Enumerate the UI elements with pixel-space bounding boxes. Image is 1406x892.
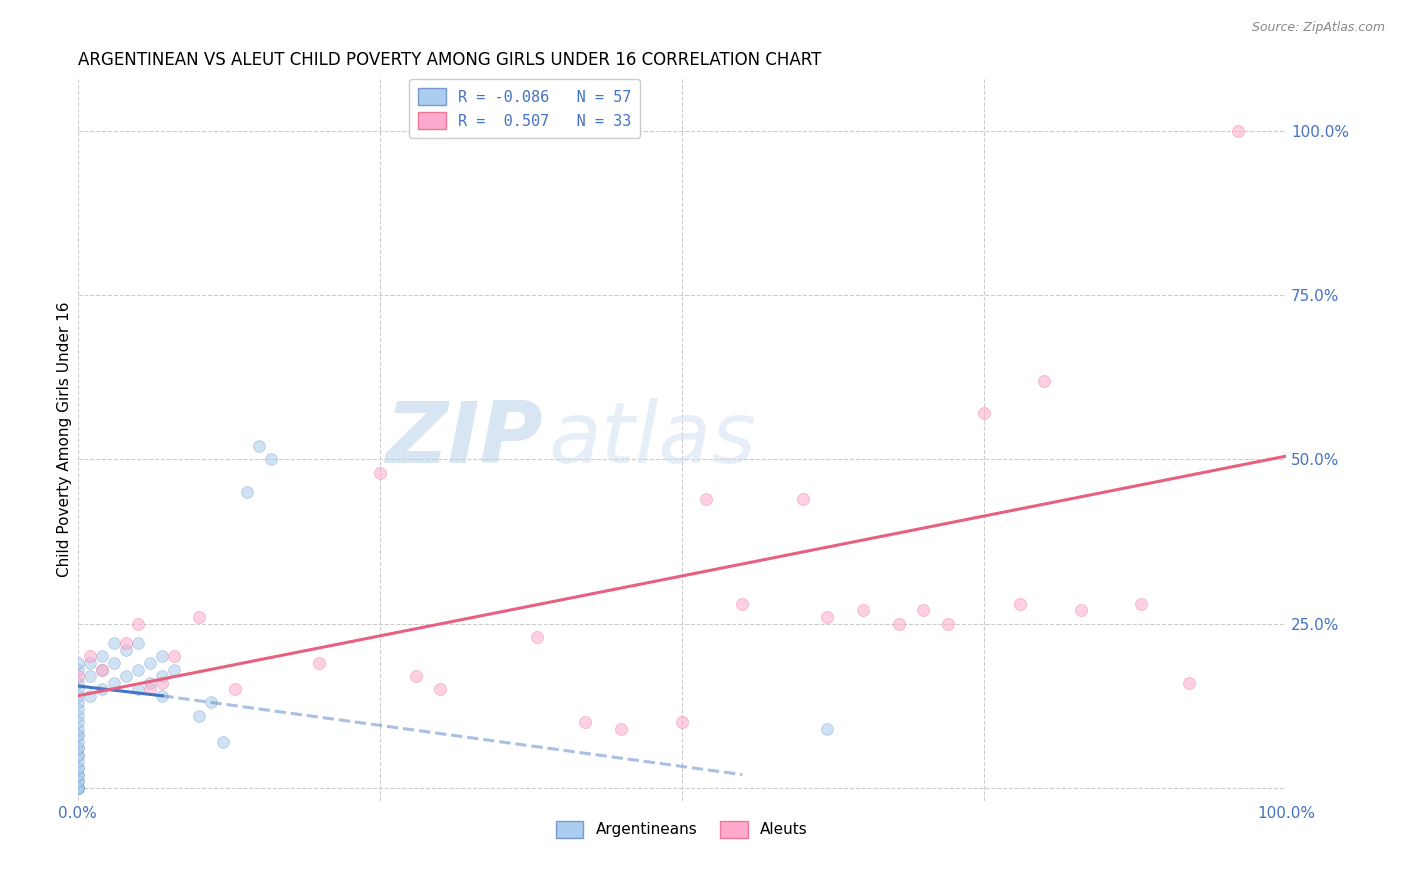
Point — [66, 761, 89, 775]
Point — [66, 656, 89, 670]
Point — [66, 761, 89, 775]
Point — [66, 747, 89, 762]
Point — [731, 597, 754, 611]
Point — [66, 735, 89, 749]
Point — [236, 485, 259, 500]
Point — [574, 715, 596, 730]
Point — [1010, 597, 1032, 611]
Point — [66, 747, 89, 762]
Point — [1226, 124, 1249, 138]
Point — [815, 722, 838, 736]
Point — [79, 689, 101, 703]
Point — [90, 663, 112, 677]
Point — [260, 452, 283, 467]
Point — [308, 656, 330, 670]
Point — [127, 663, 149, 677]
Point — [127, 616, 149, 631]
Text: ARGENTINEAN VS ALEUT CHILD POVERTY AMONG GIRLS UNDER 16 CORRELATION CHART: ARGENTINEAN VS ALEUT CHILD POVERTY AMONG… — [77, 51, 821, 69]
Point — [115, 669, 138, 683]
Y-axis label: Child Poverty Among Girls Under 16: Child Poverty Among Girls Under 16 — [58, 302, 72, 577]
Point — [936, 616, 959, 631]
Point — [150, 669, 173, 683]
Point — [973, 407, 995, 421]
Point — [66, 780, 89, 795]
Point — [127, 682, 149, 697]
Point — [66, 669, 89, 683]
Point — [1178, 675, 1201, 690]
Point — [139, 675, 162, 690]
Point — [1130, 597, 1153, 611]
Point — [66, 767, 89, 781]
Point — [90, 649, 112, 664]
Legend: Argentineans, Aleuts: Argentineans, Aleuts — [550, 815, 814, 844]
Point — [671, 715, 693, 730]
Point — [429, 682, 451, 697]
Point — [115, 643, 138, 657]
Point — [792, 491, 814, 506]
Point — [815, 610, 838, 624]
Point — [79, 669, 101, 683]
Text: ZIP: ZIP — [385, 398, 543, 481]
Point — [66, 767, 89, 781]
Point — [66, 715, 89, 730]
Point — [247, 439, 270, 453]
Point — [66, 741, 89, 756]
Point — [695, 491, 717, 506]
Point — [66, 774, 89, 789]
Point — [211, 735, 233, 749]
Point — [1033, 374, 1056, 388]
Point — [79, 649, 101, 664]
Point — [66, 708, 89, 723]
Point — [912, 603, 935, 617]
Point — [889, 616, 911, 631]
Point — [224, 682, 246, 697]
Point — [66, 682, 89, 697]
Point — [610, 722, 633, 736]
Point — [187, 708, 209, 723]
Point — [150, 675, 173, 690]
Point — [526, 630, 548, 644]
Point — [66, 741, 89, 756]
Point — [163, 663, 186, 677]
Point — [103, 636, 125, 650]
Text: atlas: atlas — [548, 398, 756, 481]
Point — [139, 682, 162, 697]
Point — [66, 774, 89, 789]
Point — [163, 649, 186, 664]
Point — [66, 695, 89, 709]
Point — [66, 780, 89, 795]
Point — [66, 780, 89, 795]
Text: Source: ZipAtlas.com: Source: ZipAtlas.com — [1251, 21, 1385, 34]
Point — [66, 722, 89, 736]
Point — [66, 755, 89, 769]
Point — [66, 689, 89, 703]
Point — [90, 682, 112, 697]
Point — [103, 675, 125, 690]
Point — [66, 780, 89, 795]
Point — [79, 656, 101, 670]
Point — [852, 603, 875, 617]
Point — [66, 728, 89, 742]
Point — [405, 669, 427, 683]
Point — [187, 610, 209, 624]
Point — [103, 656, 125, 670]
Point — [66, 663, 89, 677]
Point — [127, 636, 149, 650]
Point — [115, 636, 138, 650]
Point — [66, 780, 89, 795]
Point — [150, 689, 173, 703]
Point — [200, 695, 222, 709]
Point — [1070, 603, 1092, 617]
Point — [66, 675, 89, 690]
Point — [368, 466, 391, 480]
Point — [139, 656, 162, 670]
Point — [150, 649, 173, 664]
Point — [66, 728, 89, 742]
Point — [66, 780, 89, 795]
Point — [90, 663, 112, 677]
Point — [66, 702, 89, 716]
